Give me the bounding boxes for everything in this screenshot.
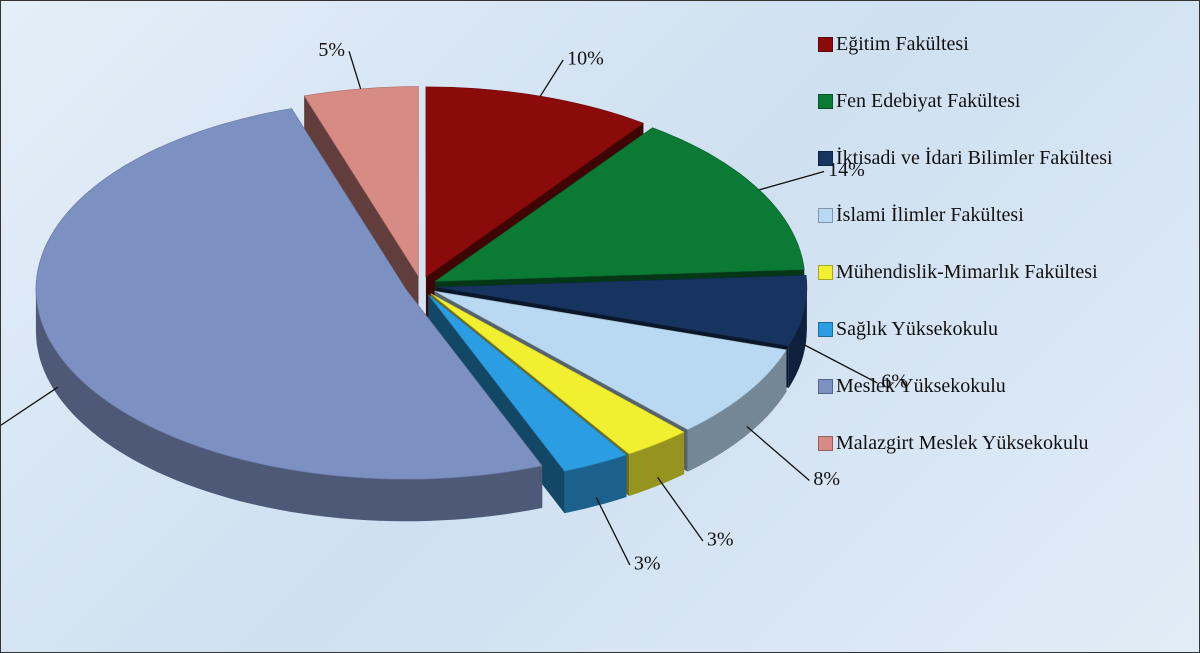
slice-side — [788, 287, 807, 388]
legend-swatch — [818, 37, 833, 52]
slice — [425, 86, 645, 278]
slice — [35, 108, 543, 480]
legend-item: İktisadi ve İdari Bilimler Fakültesi — [816, 145, 1191, 202]
legend-label: Sağlık Yüksekokulu — [836, 318, 999, 340]
legend-swatch — [818, 151, 833, 166]
data-label: 3% — [707, 529, 734, 551]
leader-line — [539, 59, 564, 97]
legend-label: Malazgirt Meslek Yüksekokulu — [836, 432, 1089, 454]
legend-swatch — [818, 322, 833, 337]
data-label: 8% — [813, 468, 840, 490]
slice-side — [687, 349, 787, 472]
slice — [434, 290, 787, 430]
slice-side — [564, 455, 627, 514]
data-label: 3% — [634, 552, 661, 574]
slice — [428, 294, 628, 472]
leader-line — [657, 476, 704, 542]
legend-label: Mühendislik-Mimarlık Fakültesi — [836, 261, 1098, 283]
data-label: 14% — [828, 159, 865, 181]
slice-side — [35, 289, 543, 522]
legend-label: İktisadi ve İdari Bilimler Fakültesi — [836, 147, 1113, 169]
data-label: 10% — [567, 48, 604, 70]
leader-line — [595, 497, 631, 566]
legend-item: Fen Edebiyat Fakültesi — [816, 88, 1191, 145]
legend-swatch — [818, 379, 833, 394]
slice — [303, 86, 419, 278]
legend-item: İslami İlimler Fakültesi — [816, 202, 1191, 259]
legend-item: Meslek Yüksekokulu — [816, 373, 1191, 430]
legend-item: Eğitim Fakültesi — [816, 31, 1191, 88]
legend-swatch — [818, 94, 833, 109]
leader-line — [348, 51, 362, 90]
legend-label: Fen Edebiyat Fakültesi — [836, 90, 1021, 112]
leader-line — [746, 426, 810, 482]
slice — [436, 274, 808, 347]
slice-side — [629, 432, 685, 496]
leader-line — [803, 344, 878, 384]
legend-swatch — [818, 208, 833, 223]
legend: Eğitim Fakültesi Fen Edebiyat Fakültesi İk… — [816, 31, 1191, 487]
slice — [430, 293, 685, 455]
legend-label: Eğitim Fakültesi — [836, 33, 969, 55]
legend-swatch — [818, 436, 833, 451]
leader-line — [759, 170, 825, 191]
legend-label: Meslek Yüksekokulu — [836, 375, 1006, 397]
data-label: 6% — [881, 371, 908, 393]
slice-tops — [35, 86, 808, 480]
legend-item: Malazgirt Meslek Yüksekokulu — [816, 430, 1191, 487]
data-label: 5% — [318, 39, 345, 61]
slice-cut — [304, 95, 419, 319]
leader-line — [1, 386, 59, 426]
legend-item: Mühendislik-Mimarlık Fakültesi — [816, 259, 1191, 316]
legend-swatch — [818, 265, 833, 280]
legend-item: Sağlık Yüksekokulu — [816, 316, 1191, 373]
legend-label: İslami İlimler Fakültesi — [836, 204, 1024, 226]
